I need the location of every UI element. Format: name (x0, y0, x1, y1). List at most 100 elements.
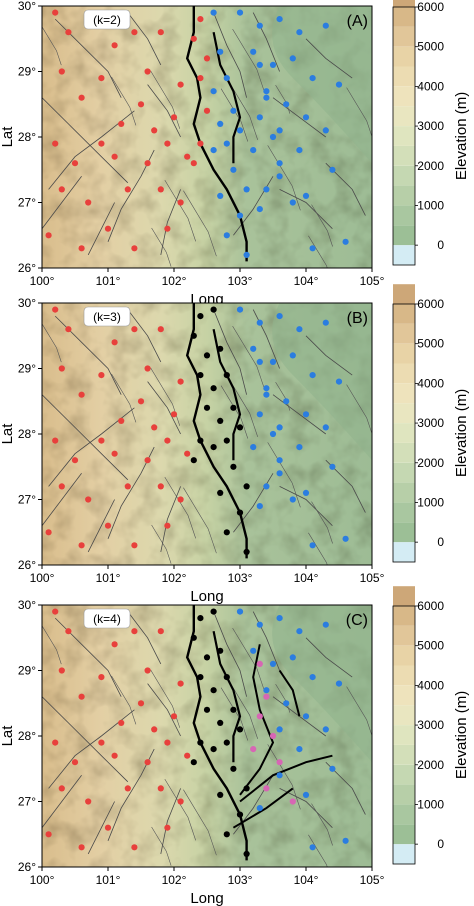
station-point (230, 107, 237, 114)
station-point (276, 726, 283, 733)
station-point (236, 212, 244, 219)
cluster-count-box (83, 306, 131, 327)
y-tick-label: 26° (18, 558, 36, 572)
colorbar-band (393, 744, 415, 765)
station-point (118, 417, 125, 424)
station-point (124, 483, 131, 490)
station-point (111, 42, 118, 49)
station-point (296, 29, 303, 36)
station-point (98, 739, 105, 746)
station-point (256, 319, 263, 326)
station-point (157, 29, 164, 36)
station-point (263, 391, 270, 398)
station-point (131, 326, 138, 333)
station-point (177, 378, 184, 385)
fault-line (42, 625, 62, 665)
station-point (45, 232, 52, 239)
station-point (342, 837, 349, 844)
station-point (131, 628, 138, 635)
station-point (58, 785, 65, 792)
y-tick-label: 30° (18, 598, 36, 612)
station-point (223, 437, 230, 444)
colorbar-tick-label: 6000 (417, 0, 444, 14)
fault-line (48, 407, 135, 487)
station-point (269, 660, 277, 668)
station-point (78, 391, 85, 398)
station-point (197, 437, 204, 444)
station-point (223, 372, 230, 379)
colorbar-tick-label: 5000 (417, 639, 444, 653)
station-point (322, 22, 329, 29)
fault-line (220, 88, 249, 142)
station-point (256, 22, 263, 29)
fault-line (147, 683, 181, 737)
station-point (164, 522, 171, 529)
station-point (250, 147, 257, 154)
station-point (177, 798, 184, 805)
station-point (85, 496, 92, 503)
station-point (256, 114, 263, 121)
fault-line (267, 145, 301, 211)
station-point (256, 358, 263, 365)
fault-line (42, 696, 129, 783)
station-point (210, 608, 217, 615)
fault-line (42, 473, 82, 526)
station-point (243, 785, 250, 792)
station-point (78, 245, 85, 252)
fault-line (151, 227, 172, 267)
station-point (210, 306, 217, 313)
colorbar-band (393, 66, 415, 87)
panel-tag: (B) (347, 310, 368, 327)
colorbar-tick-label: 4000 (417, 79, 444, 93)
colorbar-band (393, 645, 415, 666)
station-point (98, 372, 105, 379)
station-point (276, 424, 283, 431)
station-point (217, 791, 224, 799)
colorbar-tick-label: 1000 (417, 797, 444, 811)
colorbar-tick-label: 4000 (417, 678, 444, 692)
station-point (302, 791, 310, 799)
fault-line (150, 367, 181, 426)
fault-line (272, 97, 327, 138)
cluster-count-box (83, 9, 131, 30)
colorbar-tick-label: 3000 (417, 119, 444, 133)
station-point (223, 674, 230, 681)
colorbar-band (393, 46, 415, 67)
station-point (342, 535, 349, 542)
fault-line (213, 611, 247, 697)
station-point (217, 647, 224, 654)
station-point (309, 245, 316, 252)
fault-line (183, 190, 217, 257)
fault-line (42, 775, 82, 828)
station-point (217, 719, 224, 727)
station-point (302, 192, 310, 199)
cluster-boundary (278, 669, 301, 717)
station-point (170, 411, 178, 418)
colorbar-band (393, 665, 415, 686)
fault-line (42, 26, 62, 66)
station-point (289, 798, 296, 805)
station-point (190, 332, 197, 339)
station-point (151, 726, 158, 733)
x-tick-label: 102° (162, 873, 187, 887)
colorbar-band (393, 284, 415, 304)
station-point (164, 437, 171, 444)
colorbar-title: Elevation (m) (453, 92, 470, 180)
cluster-count-label: (k=2) (93, 13, 121, 27)
station-point (98, 75, 105, 82)
fault-line (147, 84, 181, 138)
station-point (223, 232, 230, 239)
fault-line (305, 38, 353, 79)
station-point (256, 805, 263, 812)
station-point (236, 608, 244, 615)
station-point (223, 529, 230, 536)
station-point (131, 542, 138, 549)
station-point (342, 238, 349, 245)
y-tick-label: 28° (18, 729, 36, 743)
station-point (289, 496, 296, 503)
station-point (190, 759, 197, 766)
station-point (65, 326, 72, 333)
fault-line (346, 384, 372, 435)
x-tick-label: 101° (96, 873, 121, 887)
station-point (151, 424, 158, 431)
